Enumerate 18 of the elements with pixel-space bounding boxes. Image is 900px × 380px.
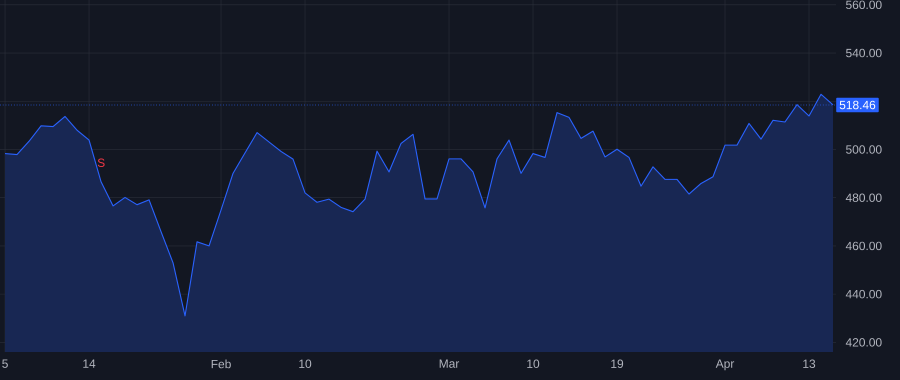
x-tick-label: 13 [803, 360, 816, 368]
y-tick-label: 500.00 [846, 145, 882, 154]
x-tick-label: Mar [440, 360, 460, 368]
ref-line-label: 518.46 [840, 100, 876, 110]
x-tick-label: Apr [716, 360, 734, 370]
y-tick-label: 540.00 [846, 48, 882, 58]
y-tick-label: 420.00 [846, 338, 882, 347]
x-tick-label: 10 [299, 360, 312, 368]
x-tick-label: 19 [611, 360, 624, 368]
y-tick-label: 460.00 [846, 242, 882, 250]
x-tick-label: 5 [2, 360, 8, 368]
x-tick-label: 14 [83, 360, 96, 368]
x-tick-label: 10 [527, 360, 540, 368]
x-tick-label: Feb [212, 360, 231, 368]
annotation: S [98, 158, 105, 167]
y-tick-label: 440.00 [846, 290, 882, 298]
y-tick-label: 560.00 [846, 0, 882, 10]
y-tick-label: 480.00 [846, 193, 882, 202]
